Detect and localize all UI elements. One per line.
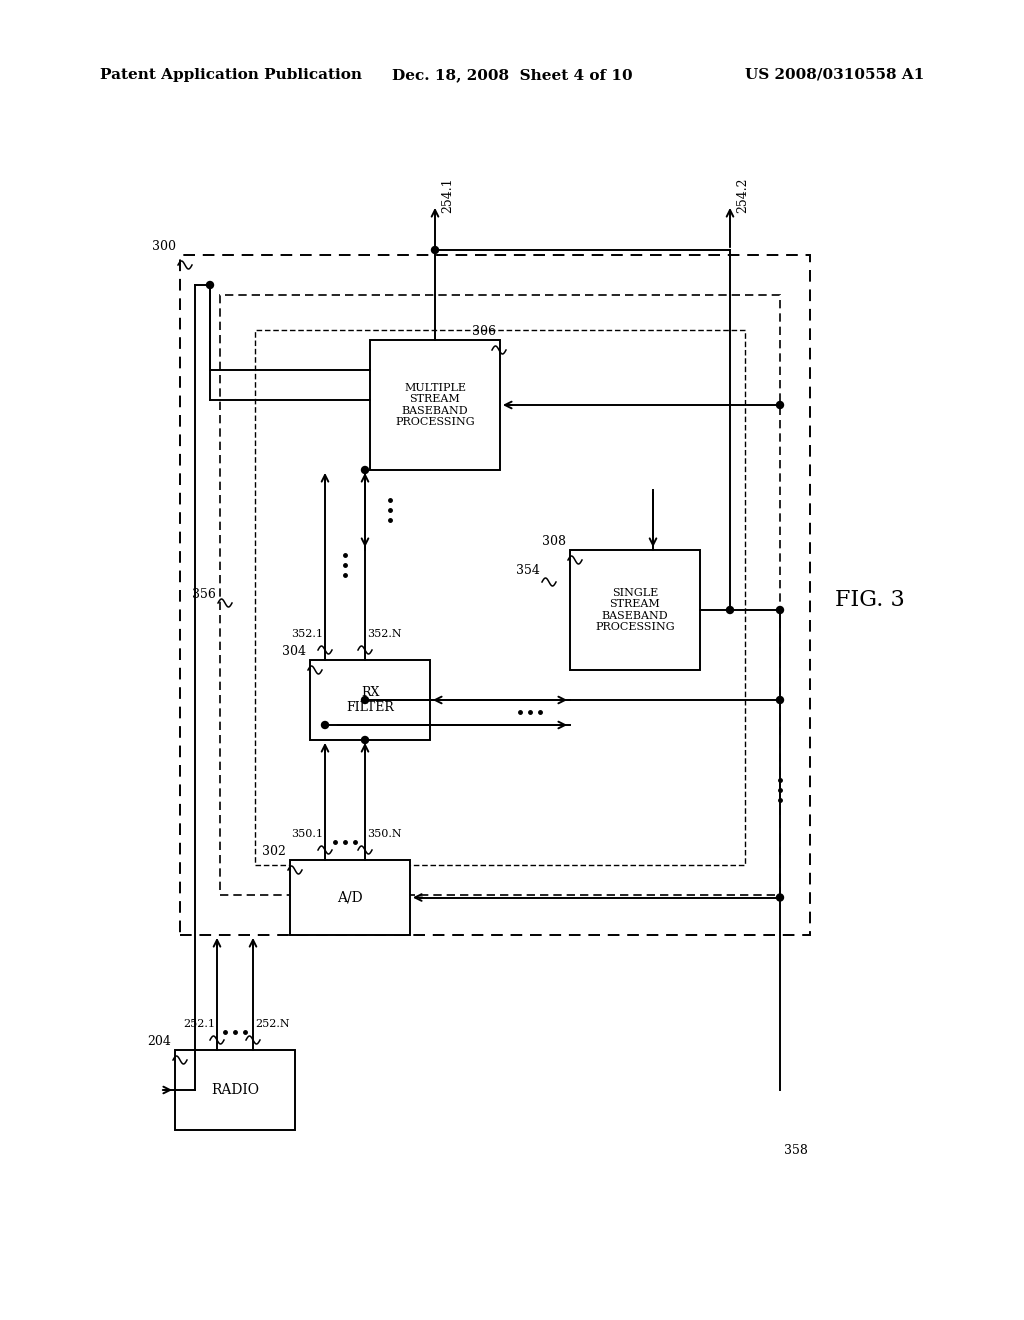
Text: 204: 204 [147,1035,171,1048]
Text: 306: 306 [472,325,496,338]
Text: 308: 308 [542,535,566,548]
Text: 354: 354 [516,564,540,577]
Bar [175,1049,295,1130]
Circle shape [207,281,213,289]
Text: 254.1: 254.1 [441,177,454,213]
Circle shape [726,606,733,614]
Bar [220,294,780,895]
Bar [255,330,745,865]
Text: RX
FILTER: RX FILTER [346,686,394,714]
Text: 352.1: 352.1 [291,630,323,639]
Text: 356: 356 [193,589,216,602]
Bar [370,341,500,470]
Text: 358: 358 [784,1143,808,1156]
Bar [570,550,700,671]
Text: RADIO: RADIO [211,1082,259,1097]
Text: 300: 300 [152,240,176,253]
Text: SINGLE
STREAM
BASEBAND
PROCESSING: SINGLE STREAM BASEBAND PROCESSING [595,587,675,632]
Text: 350.1: 350.1 [291,829,323,840]
Circle shape [361,697,369,704]
Circle shape [776,401,783,408]
Circle shape [776,894,783,902]
Text: A/D: A/D [337,891,362,904]
Text: 252.1: 252.1 [183,1019,215,1030]
Circle shape [776,697,783,704]
Text: FIG. 3: FIG. 3 [836,589,905,611]
Text: 352.N: 352.N [367,630,401,639]
Bar [290,861,410,935]
Circle shape [361,466,369,474]
Circle shape [776,606,783,614]
Text: Dec. 18, 2008  Sheet 4 of 10: Dec. 18, 2008 Sheet 4 of 10 [392,69,632,82]
Text: 252.N: 252.N [255,1019,290,1030]
Circle shape [361,737,369,743]
Text: 304: 304 [282,645,306,657]
Bar [180,255,810,935]
Text: 302: 302 [262,845,286,858]
Text: 254.2: 254.2 [736,177,749,213]
Text: MULTIPLE
STREAM
BASEBAND
PROCESSING: MULTIPLE STREAM BASEBAND PROCESSING [395,383,475,428]
Circle shape [322,722,329,729]
Bar [310,660,430,741]
Text: 350.N: 350.N [367,829,401,840]
Circle shape [431,247,438,253]
Text: US 2008/0310558 A1: US 2008/0310558 A1 [744,69,924,82]
Text: Patent Application Publication: Patent Application Publication [100,69,362,82]
